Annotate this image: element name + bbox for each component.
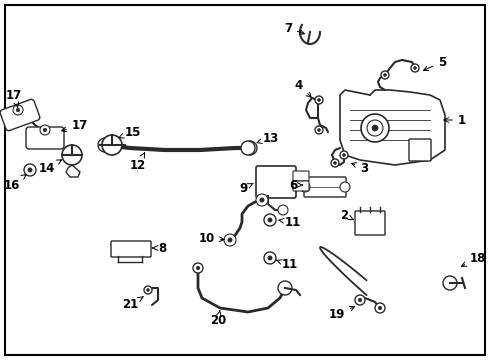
Text: 19: 19 (329, 306, 354, 321)
Circle shape (340, 182, 350, 192)
FancyBboxPatch shape (256, 166, 296, 198)
Circle shape (268, 218, 272, 222)
Circle shape (256, 194, 268, 206)
Circle shape (264, 252, 276, 264)
Circle shape (381, 71, 389, 79)
Circle shape (315, 96, 323, 104)
FancyBboxPatch shape (355, 211, 385, 235)
FancyBboxPatch shape (111, 241, 151, 257)
Circle shape (147, 289, 149, 291)
Circle shape (268, 256, 272, 260)
Circle shape (278, 281, 292, 295)
Text: 8: 8 (152, 242, 166, 255)
Circle shape (62, 145, 82, 165)
Circle shape (196, 266, 200, 270)
Circle shape (228, 238, 232, 242)
FancyBboxPatch shape (293, 181, 309, 191)
Circle shape (43, 128, 47, 132)
Circle shape (384, 73, 387, 76)
Circle shape (414, 67, 416, 69)
Circle shape (411, 64, 419, 72)
Circle shape (372, 125, 378, 131)
Text: 16: 16 (3, 175, 26, 192)
Text: 18: 18 (462, 252, 487, 266)
Circle shape (334, 162, 337, 165)
Circle shape (16, 108, 20, 112)
Circle shape (247, 145, 252, 150)
Text: 13: 13 (257, 131, 279, 144)
Circle shape (243, 141, 257, 155)
Text: 4: 4 (295, 78, 311, 97)
Text: 7: 7 (284, 22, 304, 35)
Text: 2: 2 (340, 208, 353, 221)
Circle shape (40, 125, 50, 135)
Text: 6: 6 (289, 179, 303, 192)
Circle shape (24, 164, 36, 176)
FancyBboxPatch shape (26, 127, 64, 149)
Text: 17: 17 (62, 118, 88, 132)
Circle shape (144, 286, 152, 294)
Circle shape (241, 141, 255, 155)
Text: 1: 1 (444, 113, 466, 126)
Circle shape (318, 99, 320, 102)
Text: 5: 5 (423, 55, 446, 71)
Circle shape (358, 298, 362, 302)
Circle shape (224, 234, 236, 246)
Circle shape (260, 198, 264, 202)
Text: 12: 12 (130, 153, 146, 171)
FancyBboxPatch shape (0, 99, 40, 131)
Text: 9: 9 (240, 181, 253, 194)
Circle shape (98, 138, 112, 152)
Circle shape (102, 135, 122, 155)
Text: 10: 10 (199, 231, 224, 244)
FancyBboxPatch shape (304, 177, 346, 197)
Text: 11: 11 (279, 216, 301, 229)
FancyBboxPatch shape (409, 139, 431, 161)
Circle shape (355, 295, 365, 305)
Text: 20: 20 (210, 311, 226, 327)
Circle shape (278, 205, 288, 215)
Circle shape (193, 263, 203, 273)
Circle shape (367, 120, 383, 136)
Circle shape (331, 159, 339, 167)
Circle shape (264, 214, 276, 226)
Text: 11: 11 (276, 258, 298, 271)
Circle shape (443, 276, 457, 290)
Circle shape (378, 306, 382, 310)
FancyBboxPatch shape (293, 171, 309, 181)
Polygon shape (340, 90, 445, 165)
Circle shape (343, 154, 345, 156)
Circle shape (28, 168, 32, 172)
Circle shape (13, 105, 23, 115)
Circle shape (315, 126, 323, 134)
Circle shape (340, 151, 348, 159)
Text: 3: 3 (352, 162, 368, 175)
Circle shape (375, 303, 385, 313)
Circle shape (318, 129, 320, 131)
Text: 14: 14 (39, 160, 62, 175)
Text: 21: 21 (122, 297, 143, 311)
Circle shape (361, 114, 389, 142)
Text: 17: 17 (6, 89, 22, 107)
Circle shape (300, 182, 310, 192)
Text: 15: 15 (119, 126, 142, 139)
